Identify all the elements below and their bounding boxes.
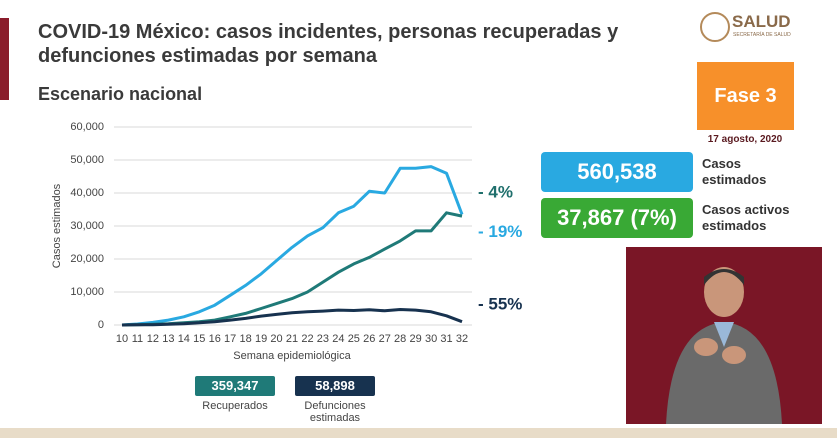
y-tick-label: 0	[98, 319, 104, 331]
phase-date: 17 agosto, 2020	[707, 134, 783, 145]
x-tick-label: 26	[363, 333, 375, 345]
chart: Casos estimados Semana epidemiológica 01…	[51, 121, 523, 362]
total-label: Defunciones estimadas	[304, 400, 366, 424]
footer-strip	[0, 428, 837, 438]
x-tick-label: 13	[162, 333, 174, 345]
annotation: - 55%	[478, 295, 522, 314]
x-tick-label: 19	[255, 333, 267, 345]
x-tick-label: 22	[301, 333, 313, 345]
x-tick-label: 18	[240, 333, 252, 345]
x-tick-label: 23	[317, 333, 329, 345]
accent-bar	[0, 18, 9, 100]
chart-title: COVID-19 México: casos incidentes, perso…	[38, 21, 619, 67]
total-box: 359,347	[195, 376, 275, 396]
stat-label: Casos estimados	[702, 156, 767, 187]
stat-label: Casos activos estimados	[702, 202, 790, 233]
x-tick-label: 31	[440, 333, 452, 345]
x-tick-label: 24	[332, 333, 344, 345]
stat-box: 560,538	[541, 152, 693, 192]
series-line	[121, 165, 464, 327]
logo-name: SALUD	[732, 12, 791, 31]
y-tick-label: 50,000	[70, 154, 104, 166]
chart-subtitle: Escenario nacional	[38, 84, 203, 104]
x-tick-label: 29	[410, 333, 422, 345]
y-tick-label: 40,000	[70, 187, 104, 199]
y-tick-label: 20,000	[70, 253, 104, 265]
x-tick-label: 30	[425, 333, 437, 345]
x-tick-label: 17	[224, 333, 236, 345]
phase-badge: Fase 3	[697, 62, 794, 130]
x-axis-label: Semana epidemiológica	[233, 350, 351, 362]
x-tick-label: 16	[209, 333, 221, 345]
series-line	[121, 211, 463, 327]
annotation: - 19%	[478, 222, 522, 241]
annotation: - 4%	[478, 182, 513, 201]
y-tick-label: 30,000	[70, 220, 104, 232]
interpreter-figure	[666, 267, 782, 424]
x-tick-label: 28	[394, 333, 406, 345]
x-tick-label: 27	[379, 333, 391, 345]
series-line	[121, 308, 463, 327]
total-box: 58,898	[295, 376, 375, 396]
logo-seal	[700, 12, 730, 42]
stat-box: 37,867 (7%)	[541, 198, 693, 238]
x-tick-label: 11	[132, 333, 143, 345]
x-tick-label: 12	[147, 333, 159, 345]
interpreter-video	[626, 247, 822, 424]
x-tick-label: 21	[286, 333, 298, 345]
x-tick-label: 14	[178, 333, 190, 345]
y-tick-label: 60,000	[70, 121, 104, 133]
total-label: Recuperados	[202, 400, 268, 412]
y-axis-label: Casos estimados	[51, 183, 63, 268]
x-tick-label: 10	[116, 333, 128, 345]
logo-subtitle: SECRETARÍA DE SALUD	[733, 32, 791, 38]
x-tick-label: 32	[456, 333, 468, 345]
x-tick-label: 25	[348, 333, 360, 345]
x-tick-label: 15	[193, 333, 205, 345]
x-tick-label: 20	[270, 333, 282, 345]
y-tick-label: 10,000	[70, 286, 104, 298]
